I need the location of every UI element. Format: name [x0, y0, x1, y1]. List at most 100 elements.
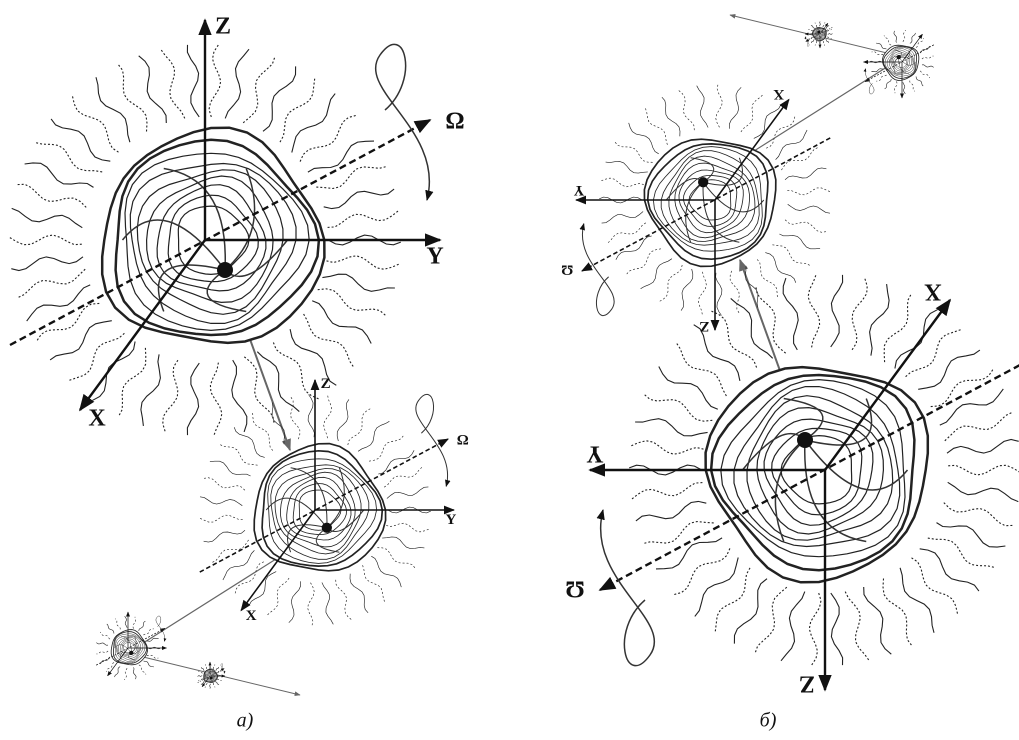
body-ring	[129, 162, 297, 324]
flagellum	[694, 557, 739, 617]
flagellum	[124, 615, 128, 628]
spiral	[265, 497, 328, 529]
flagellum	[233, 427, 265, 458]
flagellum	[909, 80, 916, 92]
flagellum	[288, 581, 302, 623]
flagellum	[658, 366, 719, 410]
rotation-axis	[598, 364, 1019, 592]
flagellum	[349, 573, 369, 614]
rotation-path	[220, 663, 226, 674]
flagellum	[307, 394, 315, 438]
body-ring	[678, 169, 744, 234]
flagellum	[211, 539, 249, 563]
flagellum	[279, 77, 316, 143]
flagellum	[212, 683, 216, 688]
flagellum	[17, 268, 86, 299]
flagellum	[162, 359, 179, 432]
flagellum	[117, 64, 148, 132]
flagellum	[99, 631, 111, 640]
flagellum	[224, 48, 250, 119]
flagellum	[271, 402, 286, 445]
flagellum	[106, 623, 115, 634]
rotation-path	[804, 36, 810, 47]
body-ring	[646, 143, 769, 261]
flagellum	[863, 586, 892, 655]
body-ring	[114, 138, 321, 337]
flagellum	[819, 21, 821, 27]
flagellum	[248, 571, 277, 606]
body-ring	[756, 406, 885, 535]
flagellum	[160, 48, 186, 119]
flagellum	[631, 482, 703, 500]
body-ring	[205, 670, 216, 682]
flagellum	[744, 265, 759, 308]
axis-label: X	[924, 278, 942, 304]
rotation-path	[155, 615, 167, 642]
flagellum	[386, 522, 430, 533]
body-ring	[261, 449, 384, 567]
body-ring	[683, 174, 738, 227]
body-ring	[118, 637, 140, 659]
axis-label: Y	[574, 182, 585, 198]
nucleus	[817, 30, 821, 34]
flagellum	[132, 616, 136, 629]
axis	[714, 98, 790, 201]
flagellum	[204, 683, 208, 688]
body-ring	[720, 378, 906, 558]
nucleus	[896, 54, 901, 60]
axis-label: X	[88, 406, 106, 432]
flagellum	[919, 548, 980, 592]
flagellum	[124, 668, 128, 681]
axis	[201, 675, 211, 688]
flagellum	[808, 36, 813, 40]
flagellum	[844, 591, 870, 662]
axis-label: Z	[799, 670, 815, 696]
flagellum	[138, 664, 147, 675]
rotation-axis	[864, 44, 935, 82]
flagellum	[882, 578, 913, 646]
flagellum	[830, 274, 844, 348]
flagellum	[919, 45, 931, 54]
flagellum	[635, 418, 708, 437]
spiral	[804, 398, 873, 446]
flagellum	[661, 96, 681, 137]
axis	[819, 22, 829, 35]
body-ring	[814, 28, 825, 40]
flagellum	[659, 264, 683, 302]
flagellum	[902, 29, 906, 42]
spiral	[121, 636, 132, 653]
spiral	[898, 56, 916, 66]
body-ring	[110, 629, 148, 666]
flagellum	[851, 278, 868, 351]
flagellum	[830, 592, 844, 666]
flagellum	[215, 666, 219, 671]
flagellum	[186, 44, 200, 118]
flagellum	[200, 667, 205, 671]
flagellum	[643, 520, 714, 545]
flagellum	[775, 129, 808, 160]
flagellum	[614, 141, 653, 163]
flagellum	[630, 440, 704, 455]
flagellum	[756, 259, 778, 298]
body-ring	[890, 51, 912, 73]
flagellum	[252, 412, 274, 451]
nucleus	[129, 650, 134, 656]
caption: a)	[237, 710, 254, 732]
flagellum	[814, 40, 818, 46]
flagellum	[99, 656, 111, 665]
rotation-path	[579, 222, 615, 317]
flagellum	[779, 233, 821, 250]
flagellum	[729, 270, 740, 314]
body-ring	[733, 386, 901, 548]
flagellum	[336, 399, 350, 442]
flagellum	[876, 74, 887, 82]
flagellum	[36, 302, 100, 341]
body-ring	[652, 146, 763, 252]
flagellum	[601, 211, 644, 224]
flagellum	[24, 162, 94, 188]
body-ring	[145, 175, 274, 304]
flagellum	[68, 332, 125, 382]
flagellum	[71, 95, 119, 153]
flagellum	[323, 188, 395, 210]
flagellum	[899, 567, 935, 633]
